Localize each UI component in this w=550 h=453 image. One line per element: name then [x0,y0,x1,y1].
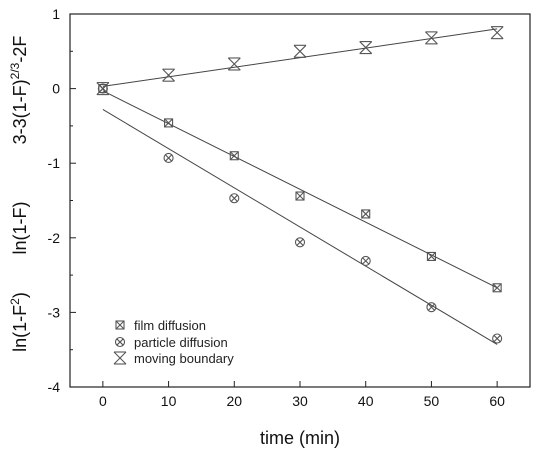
legend-symbol-1 [114,336,126,348]
legend-marker-particle-diffusion [114,336,126,348]
y-tick-label: 0 [52,81,60,97]
data-point-2-2 [227,57,241,71]
y-tick-label: -2 [48,230,61,246]
data-point-2-0 [96,82,110,96]
x-axis-label: time (min) [260,428,340,448]
y-axis-label-1: 3-3(1-F)2/3-2F [8,36,30,145]
data-point-0-6 [492,283,502,293]
x-tick-label: 60 [489,393,505,409]
legend-marker-moving-boundary [113,351,127,365]
data-point-0-5 [426,251,436,261]
legend-label-particle-diffusion: particle diffusion [134,335,228,350]
x-tick-label: 10 [161,393,177,409]
data-point-0-4 [361,209,371,219]
y-tick-label: -4 [48,379,61,395]
y-axis-label-3: ln(1-F2) [8,292,30,352]
data-point-1-6 [492,333,503,344]
legend-label-moving-boundary: moving boundary [134,351,234,366]
legend-marker-film-diffusion [115,320,125,330]
y-tick-label: 1 [52,6,60,22]
data-point-1-4 [360,255,371,266]
data-point-2-5 [425,31,438,45]
y-tick-label: -1 [48,155,61,171]
y-axis-label-2: ln(1-F) [10,202,30,255]
legend-symbol-0 [115,320,125,330]
x-tick-label: 50 [424,393,440,409]
fit-line-0 [102,90,498,289]
x-tick-label: 40 [358,393,374,409]
data-point-0-1 [164,118,174,128]
axis-ticks: 0 10 20 30 40 50 60 -4 -3 -2 -1 0 1 [48,6,506,409]
fit-line-1 [102,109,498,345]
x-tick-label: 30 [292,393,308,409]
data-point-1-5 [426,302,437,313]
legend: film diffusion particle diffusion moving… [113,318,234,366]
fit-lines [102,28,498,345]
x-tick-label: 20 [226,393,242,409]
data-point-1-3 [294,237,306,248]
data-point-2-3 [293,44,307,58]
data-point-2-6 [490,26,504,40]
data-point-1-2 [229,193,240,204]
data-points [96,26,504,344]
data-point-2-4 [359,41,373,55]
data-point-2-1 [162,68,175,82]
data-point-1-1 [163,152,174,164]
x-tick-label: 0 [99,393,107,409]
data-point-0-3 [295,191,305,201]
data-point-0-2 [229,151,239,161]
y-tick-label: -3 [48,304,61,320]
legend-symbol-2 [113,351,127,365]
legend-label-film-diffusion: film diffusion [134,318,206,333]
